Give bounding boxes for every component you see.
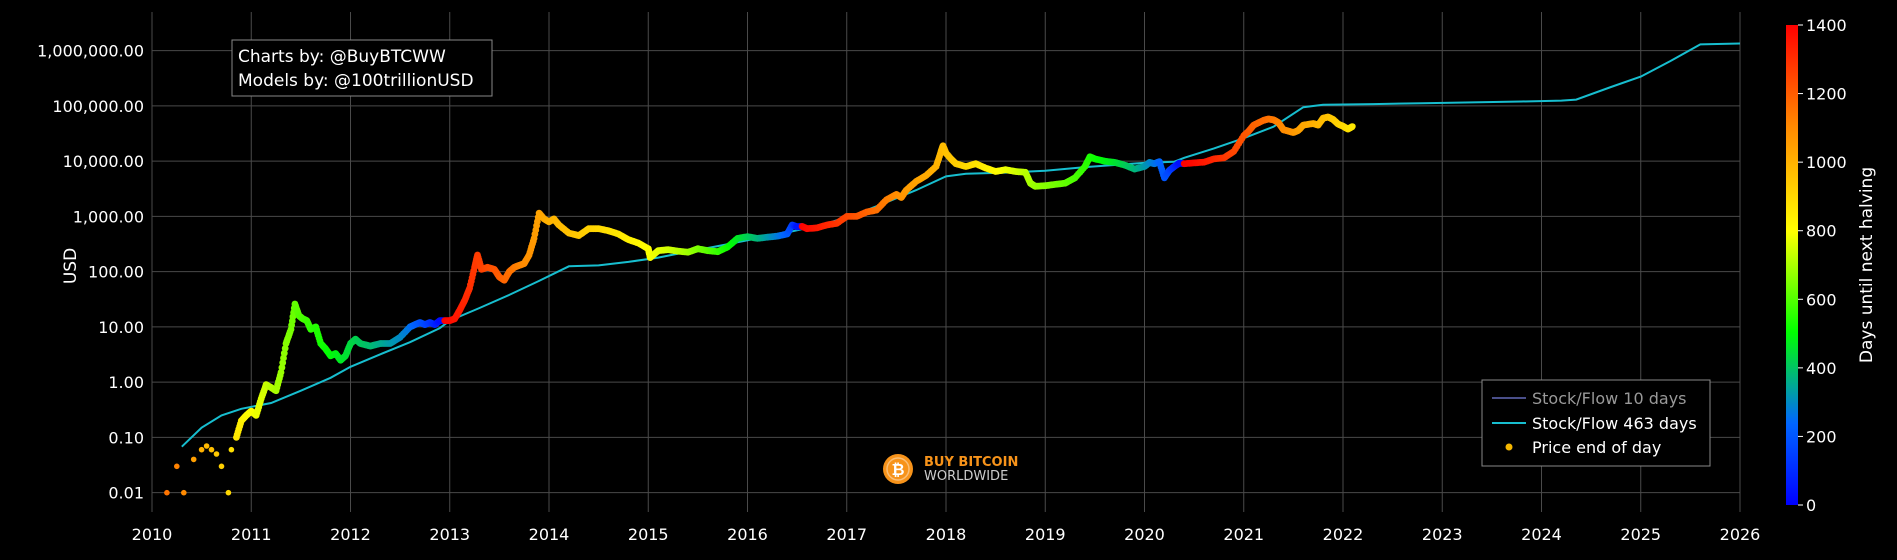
y-tick-label: 0.10 (108, 428, 144, 447)
x-tick-label: 2026 (1720, 525, 1761, 544)
price-point (181, 489, 187, 496)
colorbar-tick-label: 200 (1806, 427, 1837, 446)
price-point (164, 489, 170, 496)
colorbar-tick-label: 1400 (1806, 16, 1847, 35)
credit-models-by: Models by: @100trillionUSD (238, 71, 474, 91)
price-point (228, 446, 235, 453)
y-tick-label: 100,000.00 (52, 97, 144, 116)
price-point (203, 443, 210, 449)
price-point (198, 446, 205, 453)
x-tick-label: 2019 (1025, 525, 1066, 544)
colorbar-gradient (1786, 25, 1798, 505)
credit-charts-by: Charts by: @BuyBTCWW (238, 47, 446, 67)
x-tick-label: 2023 (1422, 525, 1463, 544)
x-tick-labels: 2010 2011 2012 2013 2014 2015 2016 2017 2018 2019… (132, 525, 1761, 544)
price-point (218, 463, 225, 470)
y-tick-label: 1,000.00 (73, 207, 144, 226)
bitcoin-icon (883, 454, 913, 484)
colorbar-title: Days until next halving (1857, 167, 1877, 363)
x-tick-label: 2017 (826, 525, 867, 544)
x-tick-label: 2021 (1223, 525, 1264, 544)
x-tick-label: 2012 (330, 525, 371, 544)
price-point (190, 456, 197, 463)
x-tick-label: 2013 (429, 525, 470, 544)
x-tick-label: 2024 (1521, 525, 1562, 544)
price-point (174, 463, 180, 470)
x-tick-label: 2016 (727, 525, 768, 544)
colorbar-tick-label: 400 (1806, 359, 1837, 378)
plot-area (164, 42, 1740, 496)
colorbar: 0 200 400 600 800 1000 1200 1400 Days until nex… (1786, 16, 1877, 515)
y-tick-label: 0.01 (108, 484, 144, 503)
legend-item-price-end-of-day: Price end of day (1532, 438, 1661, 457)
x-tick-label: 2025 (1620, 525, 1661, 544)
legend-item-stock-flow-463-days: Stock/Flow 463 days (1532, 414, 1697, 433)
series-price-end-of-day (164, 113, 1356, 496)
logo-text-line1: BUY BITCOIN (924, 455, 1018, 470)
colorbar-tick-label: 600 (1806, 290, 1837, 309)
svg-text:₿: ₿ (891, 460, 904, 479)
logo-text-line2: WORLDWIDE (924, 469, 1008, 484)
price-point (225, 489, 232, 496)
price-point (208, 446, 215, 453)
x-tick-label: 2015 (628, 525, 669, 544)
colorbar-tick-label: 800 (1806, 222, 1837, 241)
y-tick-label: 10.00 (98, 318, 144, 337)
y-axis-title: USD (61, 248, 81, 284)
y-tick-label: 1.00 (108, 373, 144, 392)
price-point (1350, 123, 1356, 129)
y-tick-labels: 0.01 0.10 1.00 10.00 100.00 1,000.00 10,000.00… (37, 42, 144, 503)
x-tick-label: 2022 (1323, 525, 1364, 544)
colorbar-tick-label: 1000 (1806, 153, 1847, 172)
buy-bitcoin-worldwide-logo: ₿ BUY BITCOIN WORLDWIDE (883, 454, 1018, 484)
y-tick-label: 1,000,000.00 (37, 42, 144, 61)
x-tick-label: 2010 (132, 525, 173, 544)
legend-item-stock-flow-10-days: Stock/Flow 10 days (1532, 389, 1687, 408)
y-tick-label: 100.00 (88, 263, 144, 282)
colorbar-tick-label: 1200 (1806, 85, 1847, 104)
x-tick-label: 2018 (926, 525, 967, 544)
x-tick-label: 2014 (529, 525, 570, 544)
y-tick-label: 10,000.00 (63, 152, 144, 171)
legend: Stock/Flow 10 days Stock/Flow 463 days P… (1481, 379, 1711, 467)
price-point (213, 451, 220, 457)
x-tick-label: 2011 (231, 525, 272, 544)
credits-box: Charts by: @BuyBTCWW Models by: @100tril… (231, 39, 493, 97)
colorbar-tick-labels: 0 200 400 600 800 1000 1200 1400 (1798, 16, 1847, 515)
x-tick-label: 2020 (1124, 525, 1165, 544)
colorbar-tick-label: 0 (1806, 496, 1816, 515)
